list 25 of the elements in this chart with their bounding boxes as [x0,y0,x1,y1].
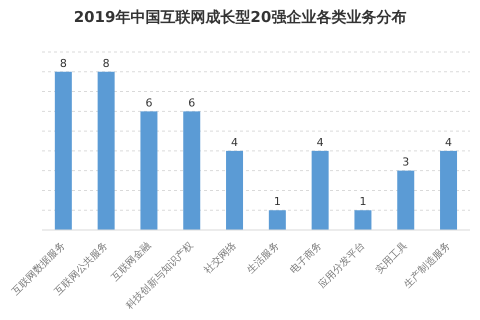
bar [226,150,244,230]
data-label: 4 [231,136,238,149]
data-label: 6 [145,96,152,110]
data-label: 4 [316,136,324,149]
x-tick-label: 生活服务 [244,240,282,276]
bar [54,72,72,230]
data-label: 6 [188,96,196,110]
data-label: 8 [102,56,110,70]
data-label: 1 [274,195,281,208]
data-label: 1 [359,195,366,208]
bar [268,210,286,230]
bar [397,170,414,230]
bar [140,111,158,230]
data-label: 4 [445,136,452,149]
bar [312,150,329,230]
bar [98,72,115,230]
bar [183,111,200,230]
x-tick-label: 电子商务 [287,240,324,276]
bar [440,150,458,230]
x-tick-label: 实用工具 [373,240,410,276]
bar [354,210,372,230]
data-label: 3 [402,156,410,169]
chart-title: 2019年中国互联网成长型20强企业各类业务分布 [72,7,408,28]
data-label: 8 [60,56,67,70]
x-tick-label: 社交网络 [202,240,239,276]
